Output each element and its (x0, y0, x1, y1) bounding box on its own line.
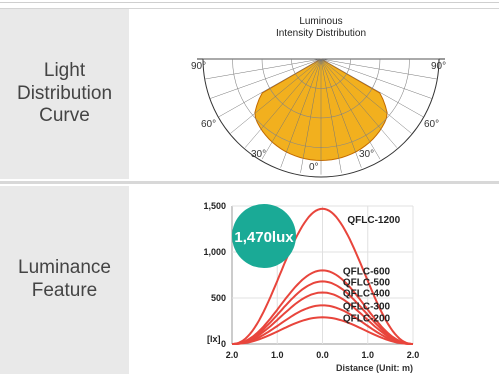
polar-spoke (218, 58, 322, 118)
polar-spoke (320, 58, 342, 173)
polar-spoke (320, 58, 381, 160)
y-tick-label: 1,500 (203, 201, 226, 211)
polar-spoke (210, 58, 322, 99)
row-label-text: Luminance Feature (18, 257, 111, 301)
row-label-text: Light Distribution Curve (16, 59, 113, 127)
peak-lux-badge-text: 1,470lux (234, 229, 294, 246)
series-curve (231, 269, 414, 345)
angle-label-left-90: 90° (191, 61, 206, 72)
chart-curves (231, 207, 414, 345)
polar-title-line2: Intensity Distribution (276, 28, 366, 39)
y-axis-label: [lx] (207, 334, 221, 344)
peak-lux-badge (232, 204, 296, 268)
polar-spoke (320, 58, 432, 99)
polar-spoke (320, 58, 412, 134)
series-label: QFLC-1200 (347, 215, 400, 226)
series-curve (231, 207, 414, 345)
luminance-chart-cell: 0 500 1,000 1,500 2.0 1.0 0.0 1.0 2.0 QFLC-1200… (131, 186, 499, 374)
series-label: QFLC-600 (343, 266, 391, 277)
series-curve (232, 291, 413, 345)
row-divider-top (0, 8, 499, 9)
x-tick-label: 2.0 (226, 350, 239, 360)
top-rule (0, 2, 499, 3)
polar-spoke (261, 58, 322, 160)
y-tick-labels: 0 500 1,000 1,500 (203, 201, 226, 349)
series-curve (232, 304, 413, 345)
row-label-luminance: Luminance Feature (0, 186, 129, 374)
y-tick-label: 1,000 (203, 247, 226, 257)
polar-diagram: Luminous Intensity Distribution 90° 90° … (191, 16, 446, 178)
polar-spoke (320, 58, 362, 168)
x-tick-label: 1.0 (361, 350, 374, 360)
polar-spoke (320, 58, 424, 118)
polar-spoke (230, 58, 322, 134)
series-label: QFLC-200 (343, 313, 391, 324)
y-tick-label: 0 (221, 339, 226, 349)
series-curve (231, 280, 414, 345)
polar-spoke (300, 58, 322, 173)
x-tick-label: 2.0 (407, 350, 420, 360)
polar-spoke (320, 58, 438, 80)
series-label: QFLC-400 (343, 288, 391, 299)
polar-spoke (280, 58, 322, 168)
polar-diagram-cell: Luminous Intensity Distribution 90° 90° … (131, 9, 499, 179)
polar-grid-overlay (203, 58, 439, 175)
angle-label-left-30: 30° (251, 149, 266, 160)
angle-label-right-90: 90° (431, 61, 446, 72)
polar-spoke (320, 58, 398, 148)
polar-spoke (204, 58, 322, 80)
luminance-chart: 0 500 1,000 1,500 2.0 1.0 0.0 1.0 2.0 QFLC-1200… (203, 201, 420, 373)
angle-label-right-30: 30° (359, 149, 374, 160)
row-divider-middle (0, 181, 499, 184)
polar-spoke (244, 58, 322, 148)
angle-label-right-60: 60° (424, 119, 439, 130)
x-tick-label: 0.0 (316, 350, 329, 360)
x-axis-label: Distance (Unit: m) (336, 363, 413, 373)
polar-title-line1: Luminous (299, 16, 342, 27)
series-label: QFLC-500 (343, 277, 391, 288)
row-label-light-distribution: Light Distribution Curve (0, 9, 129, 179)
x-tick-labels: 2.0 1.0 0.0 1.0 2.0 (226, 350, 420, 360)
x-tick-label: 1.0 (271, 350, 284, 360)
series-curve (232, 316, 413, 345)
series-label: QFLC-300 (343, 301, 391, 312)
angle-label-zero: 0° (309, 162, 319, 173)
angle-label-left-60: 60° (201, 119, 216, 130)
y-tick-label: 500 (211, 293, 226, 303)
